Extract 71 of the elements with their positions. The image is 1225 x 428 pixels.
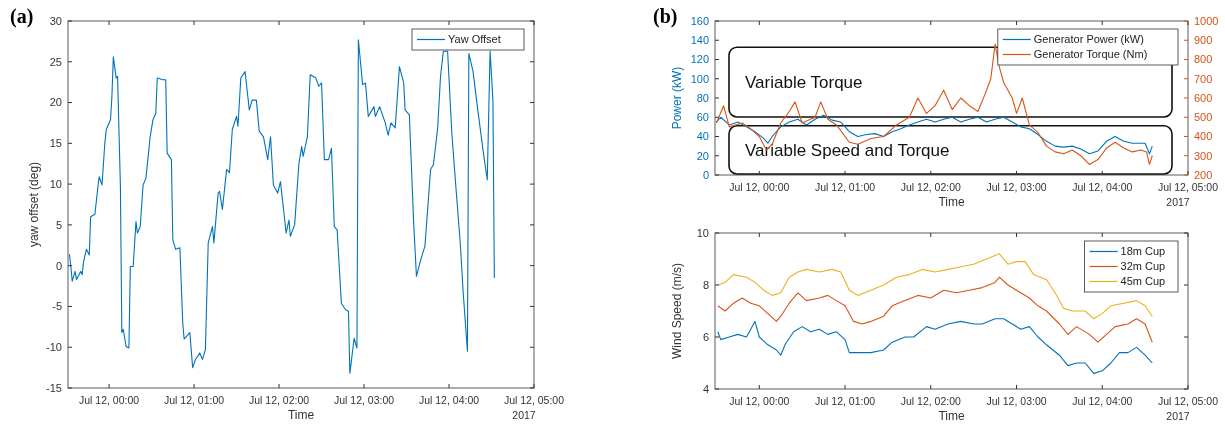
y-tick-label: 80 bbox=[696, 91, 709, 104]
y-tick-label: 0 bbox=[702, 168, 709, 181]
y-tick-label: 15 bbox=[49, 137, 62, 150]
y-tick-label: 10 bbox=[696, 226, 709, 239]
y2-tick-label: 700 bbox=[1194, 72, 1213, 85]
x-tick-label: Jul 12, 01:00 bbox=[163, 394, 225, 406]
x-axis-title: Time bbox=[938, 195, 965, 209]
y-tick-label: 40 bbox=[696, 130, 709, 143]
y-tick-label: 0 bbox=[55, 259, 62, 272]
y-tick-label: 6 bbox=[702, 330, 709, 343]
legend-label: 45m Cup bbox=[1120, 275, 1166, 288]
x-axis-title: Time bbox=[287, 408, 315, 422]
y-tick-label: 4 bbox=[702, 382, 709, 395]
text: 2017 bbox=[1166, 410, 1190, 422]
y2-tick-label: 200 bbox=[1194, 168, 1213, 181]
x-axis-title: Time bbox=[938, 409, 965, 423]
annotation: Variable Speed and Torque bbox=[745, 140, 950, 160]
x-tick-label: Jul 12, 03:00 bbox=[986, 181, 1047, 193]
legend-label: 32m Cup bbox=[1120, 260, 1166, 273]
chart-title: (a) bbox=[10, 5, 34, 28]
y2-tick-label: 600 bbox=[1194, 91, 1213, 104]
x-tick-label: Jul 12, 04:00 bbox=[1072, 181, 1133, 193]
x-tick-label: Jul 12, 04:00 bbox=[1072, 395, 1133, 407]
x-tick-label: Jul 12, 03:00 bbox=[333, 394, 395, 406]
x-tick-label: Jul 12, 02:00 bbox=[248, 394, 310, 406]
y-tick-label: 5 bbox=[55, 218, 62, 231]
y2-tick-label: 500 bbox=[1194, 111, 1213, 124]
y-tick-label: 30 bbox=[49, 14, 62, 27]
y2-tick-label: 300 bbox=[1194, 149, 1213, 162]
x-tick-label: Jul 12, 00:00 bbox=[729, 395, 790, 407]
x-tick-label: Jul 12, 02:00 bbox=[900, 181, 961, 193]
x-tick-label: Jul 12, 00:00 bbox=[79, 394, 140, 406]
annotation: Variable Torque bbox=[745, 73, 863, 93]
y-tick-label: -15 bbox=[46, 381, 62, 394]
x-tick-label: Jul 12, 03:00 bbox=[986, 395, 1047, 407]
y-tick-label: 10 bbox=[49, 177, 62, 190]
y-tick-label: 8 bbox=[702, 278, 709, 291]
line-series bbox=[715, 43, 1153, 165]
y-tick-label: 20 bbox=[696, 149, 709, 162]
legend-label: 18m Cup bbox=[1120, 245, 1166, 258]
chart-title: (b) bbox=[653, 5, 678, 28]
y-axis-title: Wind Speed (m/s) bbox=[670, 262, 684, 360]
y-tick-label: -5 bbox=[52, 300, 62, 313]
text: 2017 bbox=[512, 409, 536, 421]
line-series bbox=[717, 318, 1153, 374]
y2-tick-label: 900 bbox=[1194, 34, 1213, 47]
y2-tick-label: 1000 bbox=[1194, 14, 1219, 27]
legend-label: Yaw Offset bbox=[448, 33, 501, 46]
x-tick-label: Jul 12, 05:00 bbox=[1157, 181, 1219, 193]
y2-tick-label: 400 bbox=[1194, 130, 1213, 143]
y-tick-label: 100 bbox=[690, 72, 709, 85]
y-tick-label: -10 bbox=[46, 341, 62, 354]
x-tick-label: Jul 12, 01:00 bbox=[814, 181, 876, 193]
legend-label: Generator Power (kW) bbox=[1033, 33, 1144, 46]
y-axis-title: yaw offset (deg) bbox=[27, 161, 41, 248]
x-tick-label: Jul 12, 01:00 bbox=[814, 395, 876, 407]
x-tick-label: Jul 12, 02:00 bbox=[900, 395, 961, 407]
y-tick-label: 20 bbox=[49, 96, 62, 109]
y-tick-label: 140 bbox=[690, 34, 709, 47]
y2-tick-label: 800 bbox=[1194, 53, 1213, 66]
x-tick-label: Jul 12, 05:00 bbox=[1157, 395, 1219, 407]
y-axis-title: Power (kW) bbox=[670, 66, 684, 130]
y-tick-label: 120 bbox=[690, 53, 709, 66]
x-tick-label: Jul 12, 04:00 bbox=[418, 394, 480, 406]
y-tick-label: 60 bbox=[696, 111, 709, 124]
legend-label: Generator Torque (Nm) bbox=[1033, 48, 1148, 61]
x-tick-label: Jul 12, 00:00 bbox=[729, 181, 790, 193]
x-tick-label: Jul 12, 05:00 bbox=[503, 394, 565, 406]
y-tick-label: 160 bbox=[690, 14, 709, 27]
text: 2017 bbox=[1166, 196, 1190, 208]
y-tick-label: 25 bbox=[49, 55, 62, 68]
